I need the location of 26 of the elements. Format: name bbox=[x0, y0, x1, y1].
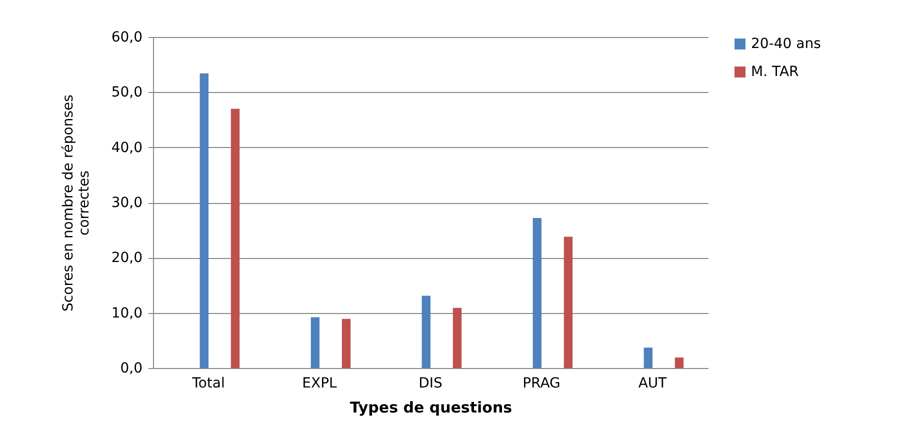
y-axis-title: Scores en nombre de réponses correctes bbox=[60, 94, 92, 312]
x-tick-label: EXPL bbox=[302, 376, 338, 392]
x-tick-label: AUT bbox=[638, 376, 668, 392]
bar bbox=[564, 236, 573, 368]
bar bbox=[310, 317, 320, 368]
bar bbox=[674, 358, 684, 368]
y-tick-label: 0,0 bbox=[120, 360, 142, 376]
y-tick-label: 30,0 bbox=[111, 195, 142, 211]
x-tick-label: PRAG bbox=[522, 376, 560, 392]
bar bbox=[200, 73, 208, 368]
y-tick-label: 50,0 bbox=[111, 84, 142, 101]
y-tick-label: 60,0 bbox=[111, 30, 142, 46]
bar bbox=[452, 308, 462, 368]
x-tick-label: Total bbox=[191, 376, 225, 392]
y-tick-label: 10,0 bbox=[111, 305, 142, 322]
bar bbox=[230, 108, 240, 368]
y-tick-label: 20,0 bbox=[111, 250, 142, 266]
bar bbox=[532, 218, 542, 368]
legend-label: M. TAR bbox=[751, 64, 800, 80]
bar bbox=[644, 348, 652, 368]
legend-label: 20-40 ans bbox=[751, 36, 821, 52]
bar bbox=[422, 296, 430, 368]
y-tick-label: 40,0 bbox=[111, 140, 142, 156]
x-axis-title: Types de questions bbox=[350, 398, 512, 416]
x-tick-label: DIS bbox=[418, 376, 443, 392]
bar bbox=[342, 318, 351, 368]
